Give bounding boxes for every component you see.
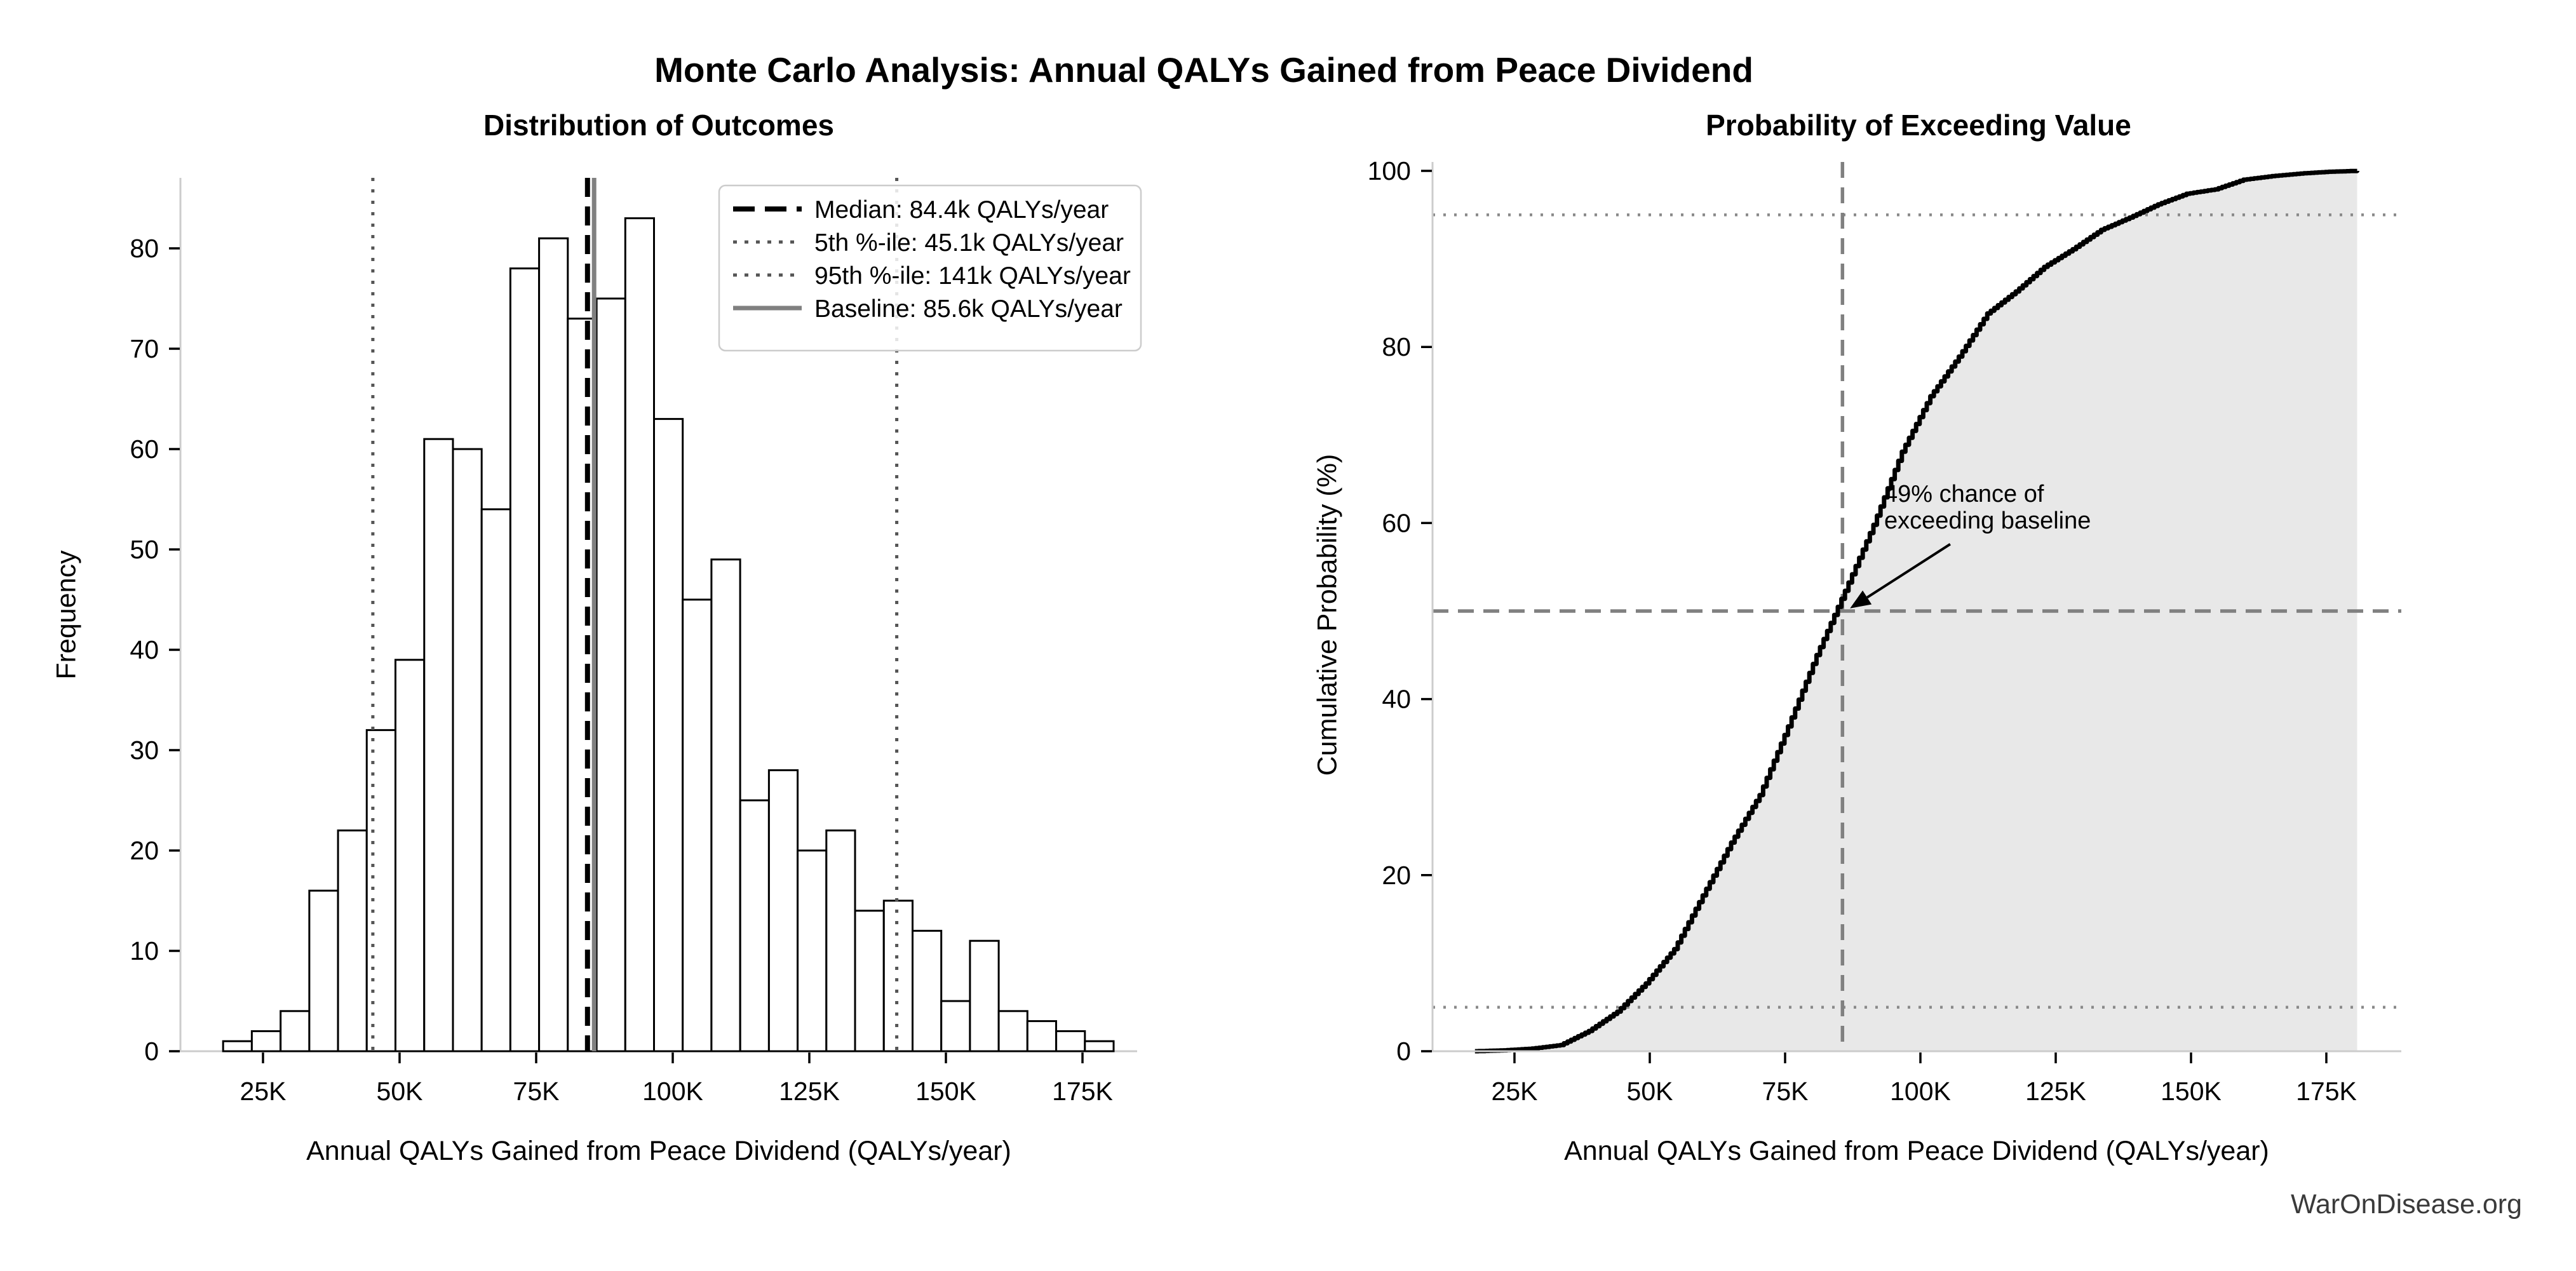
histogram-bar <box>854 910 885 1052</box>
x-tick-label: 125K <box>2025 1077 2086 1106</box>
x-tick-label: 25K <box>240 1077 287 1106</box>
histogram-bar <box>222 1040 253 1052</box>
y-tick-label: 70 <box>130 334 159 363</box>
histogram-bar <box>1084 1040 1115 1052</box>
histogram-bar <box>997 1010 1028 1052</box>
x-tick-label: 175K <box>2296 1077 2357 1106</box>
y-tick-label: 50 <box>130 535 159 564</box>
legend-box <box>718 184 1142 352</box>
x-tick-label: 150K <box>2161 1077 2222 1106</box>
histogram-bar <box>480 508 511 1052</box>
legend-label-median: Median: 84.4k QALYs/year <box>814 196 1109 224</box>
histogram-bar <box>767 769 799 1052</box>
annotation-arrow-head <box>1850 590 1872 609</box>
x-tick-label: 75K <box>513 1077 560 1106</box>
x-tick-label: 50K <box>1627 1077 1673 1106</box>
histogram-bar <box>250 1030 282 1052</box>
y-tick-label: 80 <box>1382 332 1411 361</box>
histogram-bar <box>653 418 684 1052</box>
ecdf-title: Probability of Exceeding Value <box>1706 109 2131 142</box>
histogram-bar <box>1055 1030 1086 1052</box>
histogram-bar <box>912 929 943 1052</box>
histogram-bar <box>797 849 828 1052</box>
y-tick-label: 0 <box>144 1037 159 1066</box>
x-tick-label: 100K <box>1890 1077 1951 1106</box>
x-tick-label: 150K <box>915 1077 976 1106</box>
histogram-bar <box>423 438 454 1052</box>
histogram-x-axis-label: Annual QALYs Gained from Peace Dividend … <box>306 1136 1011 1166</box>
histogram-bar <box>280 1010 311 1052</box>
histogram-bar <box>595 297 626 1052</box>
histogram-bar <box>825 829 856 1052</box>
histogram-bar <box>509 267 541 1052</box>
histogram-bar <box>567 318 598 1052</box>
histogram-plot: 25K 50K 75K 100K 125K 150K 175K 0 10 20 30 40 50 60 70… <box>130 178 1142 1106</box>
histogram-bar <box>538 237 569 1052</box>
histogram-bar <box>337 829 368 1052</box>
histogram-bar <box>308 889 339 1052</box>
ecdf-y-axis-label: Cumulative Probability (%) <box>1312 454 1343 776</box>
histogram-bars <box>222 217 1115 1052</box>
x-tick-label: 25K <box>1492 1077 1538 1106</box>
y-tick-label: 10 <box>130 936 159 965</box>
histogram-bar <box>624 217 655 1052</box>
histogram-bar <box>365 729 396 1052</box>
x-tick-label: 75K <box>1762 1077 1809 1106</box>
legend-label-baseline: Baseline: 85.6k QALYs/year <box>814 295 1123 323</box>
histogram-title: Distribution of Outcomes <box>483 109 834 142</box>
cdf-curve <box>1474 168 2359 1054</box>
ecdf-plot: 25K 50K 75K 100K 125K 150K 175K 0 20 40 60 80 100 <box>1368 156 2401 1106</box>
y-tick-label: 20 <box>1382 861 1411 890</box>
x-tick-label: 50K <box>377 1077 423 1106</box>
y-tick-label: 40 <box>1382 685 1411 714</box>
y-tick-label: 80 <box>130 234 159 263</box>
legend-label-p5: 5th %-ile: 45.1k QALYs/year <box>814 229 1124 257</box>
annotation-line-1: 49% chance of <box>1884 481 2044 508</box>
histogram-bar <box>940 1000 971 1052</box>
y-tick-label: 60 <box>1382 508 1411 537</box>
y-tick-label: 60 <box>130 434 159 464</box>
histogram-bar <box>394 659 426 1052</box>
ecdf-x-axis-label: Annual QALYs Gained from Peace Dividend … <box>1564 1136 2269 1166</box>
histogram-bar <box>452 448 483 1052</box>
y-tick-label: 40 <box>130 635 159 664</box>
legend-label-p95: 95th %-ile: 141k QALYs/year <box>814 262 1131 290</box>
histogram-bar <box>682 598 713 1052</box>
annotation-line-2: exceeding baseline <box>1884 508 2091 534</box>
legend: Median: 84.4k QALYs/year 5th %-ile: 45.1k… <box>718 184 1142 352</box>
watermark: WarOnDisease.org <box>2290 1189 2522 1220</box>
histogram-y-axis-label: Frequency <box>51 550 82 680</box>
histogram-bar <box>710 558 741 1052</box>
x-tick-label: 125K <box>779 1077 840 1106</box>
figure-title: Monte Carlo Analysis: Annual QALYs Gaine… <box>654 50 1753 90</box>
histogram-bar <box>969 939 1000 1052</box>
y-tick-label: 0 <box>1396 1037 1411 1066</box>
x-tick-label: 175K <box>1052 1077 1113 1106</box>
histogram-bar <box>1026 1020 1058 1052</box>
y-tick-label: 20 <box>130 836 159 865</box>
histogram-bar <box>739 799 770 1052</box>
y-tick-label: 30 <box>130 736 159 765</box>
annotation-arrow-line <box>1866 543 1951 599</box>
x-tick-label: 100K <box>642 1077 703 1106</box>
y-tick-label: 100 <box>1368 156 1411 185</box>
